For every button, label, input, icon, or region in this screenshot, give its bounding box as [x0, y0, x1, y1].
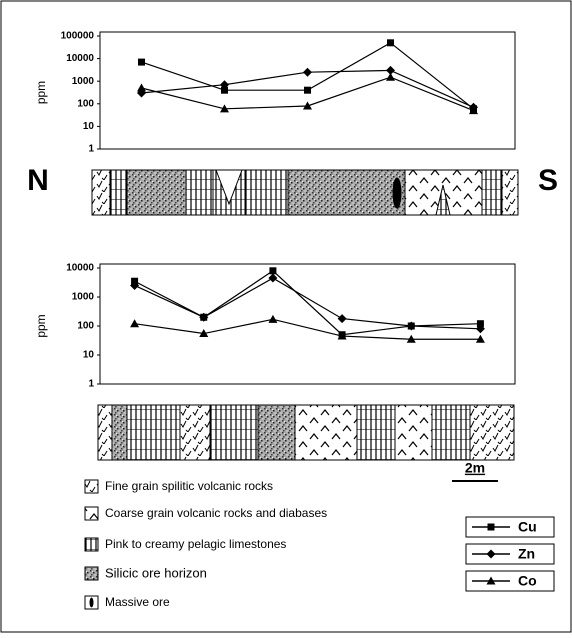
y-tick-label: 1	[88, 379, 94, 390]
legend-label: Co	[518, 573, 537, 589]
y-tick-label: 100	[77, 321, 94, 332]
y-tick-label: 1	[88, 144, 94, 155]
lithology-label: Coarse grain volcanic rocks and diabases	[105, 506, 327, 520]
marker	[269, 267, 276, 274]
column-top	[92, 170, 518, 215]
y-tick-label: 10000	[66, 263, 94, 274]
y-tick-label: 1000	[72, 76, 95, 87]
marker	[138, 59, 145, 66]
figure: N S 2m Fine grain spilitic volcanic rock…	[0, 0, 572, 633]
lithology-label: Fine grain spilitic volcanic rocks	[105, 479, 273, 493]
lithology-label: Silicic ore horizon	[105, 565, 207, 580]
y-tick-label: 1000	[72, 292, 95, 303]
legend-label: Zn	[518, 546, 535, 562]
y-tick-label: 10000	[66, 53, 94, 64]
column-bottom	[98, 405, 514, 460]
y-tick-label: 100000	[61, 31, 95, 42]
marker	[387, 39, 394, 46]
lithology-label: Massive ore	[105, 595, 170, 609]
y-tick-label: 100	[77, 98, 94, 109]
legend-label: Cu	[518, 519, 537, 535]
lithology-label: Pink to creamy pelagic limestones	[105, 537, 286, 551]
y-tick-label: 10	[83, 350, 95, 361]
south-label: S	[538, 164, 558, 197]
y-axis-label: ppm	[34, 314, 48, 337]
y-tick-label: 10	[83, 121, 95, 132]
marker	[304, 87, 311, 94]
marker	[488, 524, 495, 531]
scale-label: 2m	[465, 460, 485, 476]
y-axis-label: ppm	[34, 81, 48, 104]
north-label: N	[27, 164, 49, 197]
